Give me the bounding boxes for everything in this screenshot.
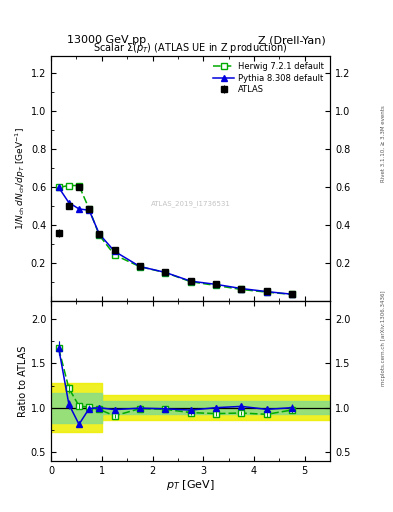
X-axis label: $p_T$ [GeV]: $p_T$ [GeV] <box>166 478 215 493</box>
Pythia 8.308 default <box>163 269 167 275</box>
Pythia 8.308 default <box>290 291 294 297</box>
Herwig 7.2.1 default <box>77 182 81 188</box>
Y-axis label: Ratio to ATLAS: Ratio to ATLAS <box>18 346 28 417</box>
Pythia 8.308 default <box>214 281 219 287</box>
Text: Z (Drell-Yan): Z (Drell-Yan) <box>259 35 326 45</box>
Text: ATLAS_2019_I1736531: ATLAS_2019_I1736531 <box>151 200 231 207</box>
Pythia 8.308 default <box>66 200 71 206</box>
Text: Rivet 3.1.10, ≥ 3.3M events: Rivet 3.1.10, ≥ 3.3M events <box>381 105 386 182</box>
Pythia 8.308 default <box>188 278 193 284</box>
Pythia 8.308 default <box>87 207 92 214</box>
Pythia 8.308 default <box>264 288 269 294</box>
Herwig 7.2.1 default <box>112 252 117 258</box>
Pythia 8.308 default <box>56 184 61 190</box>
Pythia 8.308 default <box>97 231 102 237</box>
Herwig 7.2.1 default <box>188 279 193 285</box>
Text: mcplots.cern.ch [arXiv:1306.3436]: mcplots.cern.ch [arXiv:1306.3436] <box>381 290 386 386</box>
Pythia 8.308 default <box>138 263 142 269</box>
Herwig 7.2.1 default <box>214 283 219 289</box>
Line: Herwig 7.2.1 default: Herwig 7.2.1 default <box>55 182 295 297</box>
Legend: Herwig 7.2.1 default, Pythia 8.308 default, ATLAS: Herwig 7.2.1 default, Pythia 8.308 defau… <box>212 60 326 96</box>
Text: 13000 GeV pp: 13000 GeV pp <box>67 35 146 45</box>
Line: Pythia 8.308 default: Pythia 8.308 default <box>55 184 295 297</box>
Pythia 8.308 default <box>112 248 117 254</box>
Herwig 7.2.1 default <box>264 289 269 295</box>
Herwig 7.2.1 default <box>66 182 71 188</box>
Herwig 7.2.1 default <box>138 264 142 270</box>
Title: Scalar $\Sigma(p_T)$ (ATLAS UE in Z production): Scalar $\Sigma(p_T)$ (ATLAS UE in Z prod… <box>94 41 288 55</box>
Herwig 7.2.1 default <box>56 184 61 190</box>
Pythia 8.308 default <box>239 286 244 292</box>
Herwig 7.2.1 default <box>290 291 294 297</box>
Herwig 7.2.1 default <box>163 269 167 275</box>
Herwig 7.2.1 default <box>97 232 102 239</box>
Y-axis label: $1/N_\mathrm{ch}\,dN_\mathrm{ch}/dp_T$ [GeV$^{-1}$]: $1/N_\mathrm{ch}\,dN_\mathrm{ch}/dp_T$ [… <box>14 127 28 230</box>
Herwig 7.2.1 default <box>87 206 92 212</box>
Pythia 8.308 default <box>77 206 81 212</box>
Herwig 7.2.1 default <box>239 286 244 292</box>
